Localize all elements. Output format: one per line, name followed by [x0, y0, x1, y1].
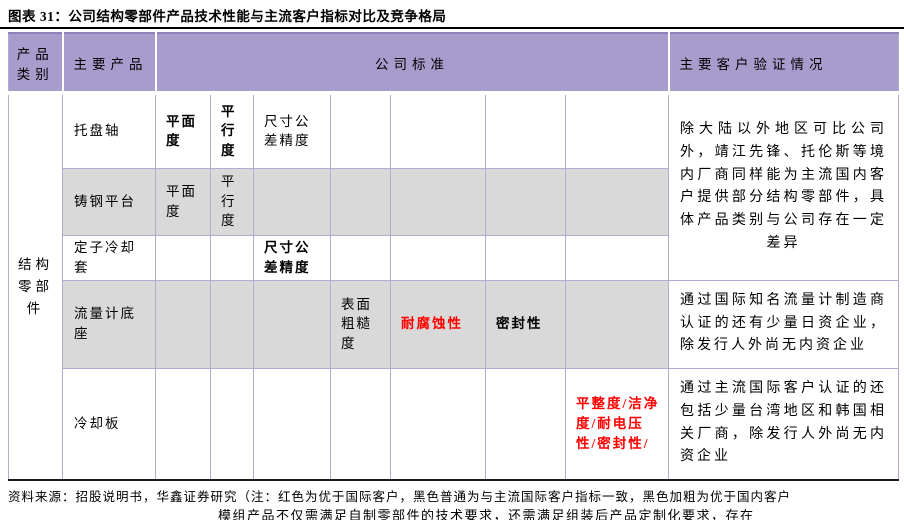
- standard-cell: [253, 167, 331, 236]
- clipped-note-line: 模组产品不仅需满足自制零部件的技术要求，还需满足组装后产品定制化要求，存在: [218, 508, 755, 520]
- header-row: 产品类别 主要产品 公司标准 主要客户验证情况: [8, 33, 899, 95]
- standard-cell: 表面粗糙度: [330, 279, 391, 369]
- table-row: 冷却板 平整度/洁净度/耐电压性/密封性/ 通过主流国际客户认证的还包括少量台湾…: [9, 367, 900, 481]
- standard-cell: [564, 167, 670, 236]
- standard-cell: [485, 234, 566, 281]
- standard-cell: [485, 367, 566, 481]
- standard-cell: [485, 92, 566, 169]
- table-row: 铸钢平台 平面度 平行度: [9, 167, 899, 236]
- standard-cell: [155, 367, 211, 481]
- column-header-customer-validation: 主要客户验证情况: [667, 33, 899, 95]
- standard-cell: [155, 279, 211, 369]
- product-name-cell: 托盘轴: [62, 92, 156, 169]
- standard-cell-red: 平整度/洁净度/耐电压性/密封性/: [564, 367, 670, 481]
- category-cell: 结构零部件: [8, 92, 63, 481]
- standard-cell: [253, 367, 331, 481]
- standard-cell: [330, 167, 391, 236]
- validation-cell: 通过国际知名流量计制造商认证的还有少量日资企业，除发行人外尚无内资企业: [668, 279, 900, 369]
- standard-cell: [390, 367, 486, 481]
- column-header-main-products: 主要产品: [61, 33, 156, 95]
- product-name-cell: 铸钢平台: [62, 167, 156, 236]
- column-header-company-standard: 公司标准: [154, 33, 669, 95]
- standard-cell: [564, 92, 670, 169]
- title-divider: [0, 27, 904, 29]
- validation-cell: 通过主流国际客户认证的还包括少量台湾地区和韩国相关厂商，除发行人外尚无内资企业: [668, 367, 900, 481]
- standard-cell-red: 耐腐蚀性: [390, 279, 486, 369]
- standard-cell: [330, 367, 391, 481]
- source-note: 资料来源：招股说明书，华鑫证券研究（注：红色为优于国际客户，黑色普通为与主流国际…: [8, 490, 792, 504]
- standard-cell: 平面度: [155, 92, 211, 169]
- figure-title: 图表 31：公司结构零部件产品技术性能与主流客户指标对比及竞争格局: [8, 9, 447, 24]
- product-name-cell: 流量计底座: [62, 279, 156, 369]
- column-header-product-category: 产品类别: [8, 33, 63, 95]
- standard-cell: 密封性: [485, 279, 566, 369]
- standard-cell: 平面度: [155, 167, 211, 236]
- standard-cell: [564, 234, 670, 281]
- standard-cell: [155, 234, 211, 281]
- standard-cell: 平行度: [210, 92, 254, 169]
- standard-cell: 尺寸公差精度: [253, 92, 331, 169]
- standard-cell: [210, 367, 254, 481]
- standard-cell: [210, 279, 254, 369]
- standard-cell: [330, 92, 391, 169]
- table-row: 流量计底座 表面粗糙度 耐腐蚀性 密封性 通过国际知名流量计制造商认证的还有少量…: [9, 279, 900, 369]
- standard-cell: [564, 279, 670, 369]
- standard-cell: [330, 234, 391, 281]
- standard-cell: [253, 279, 331, 369]
- validation-cell: 除大陆以外地区可比公司外，靖江先锋、托伦斯等境内厂商同样能为主流国内客户提供部分…: [668, 92, 900, 281]
- comparison-table: 产品类别 主要产品 公司标准 主要客户验证情况 结构零部件 托盘轴 平面度 平行…: [8, 32, 900, 481]
- product-name-cell: 冷却板: [62, 367, 156, 481]
- standard-cell: [210, 234, 254, 281]
- standard-cell: 尺寸公差精度: [253, 234, 331, 281]
- standard-cell: [485, 167, 566, 236]
- standard-cell: [390, 234, 486, 281]
- product-name-cell: 定子冷却套: [62, 234, 156, 281]
- standard-cell: [390, 167, 486, 236]
- standard-cell: [390, 92, 486, 169]
- table-row: 结构零部件 托盘轴 平面度 平行度 尺寸公差精度 除大陆以外地区可比公司外，靖江…: [8, 92, 900, 481]
- standard-cell: 平行度: [210, 167, 254, 236]
